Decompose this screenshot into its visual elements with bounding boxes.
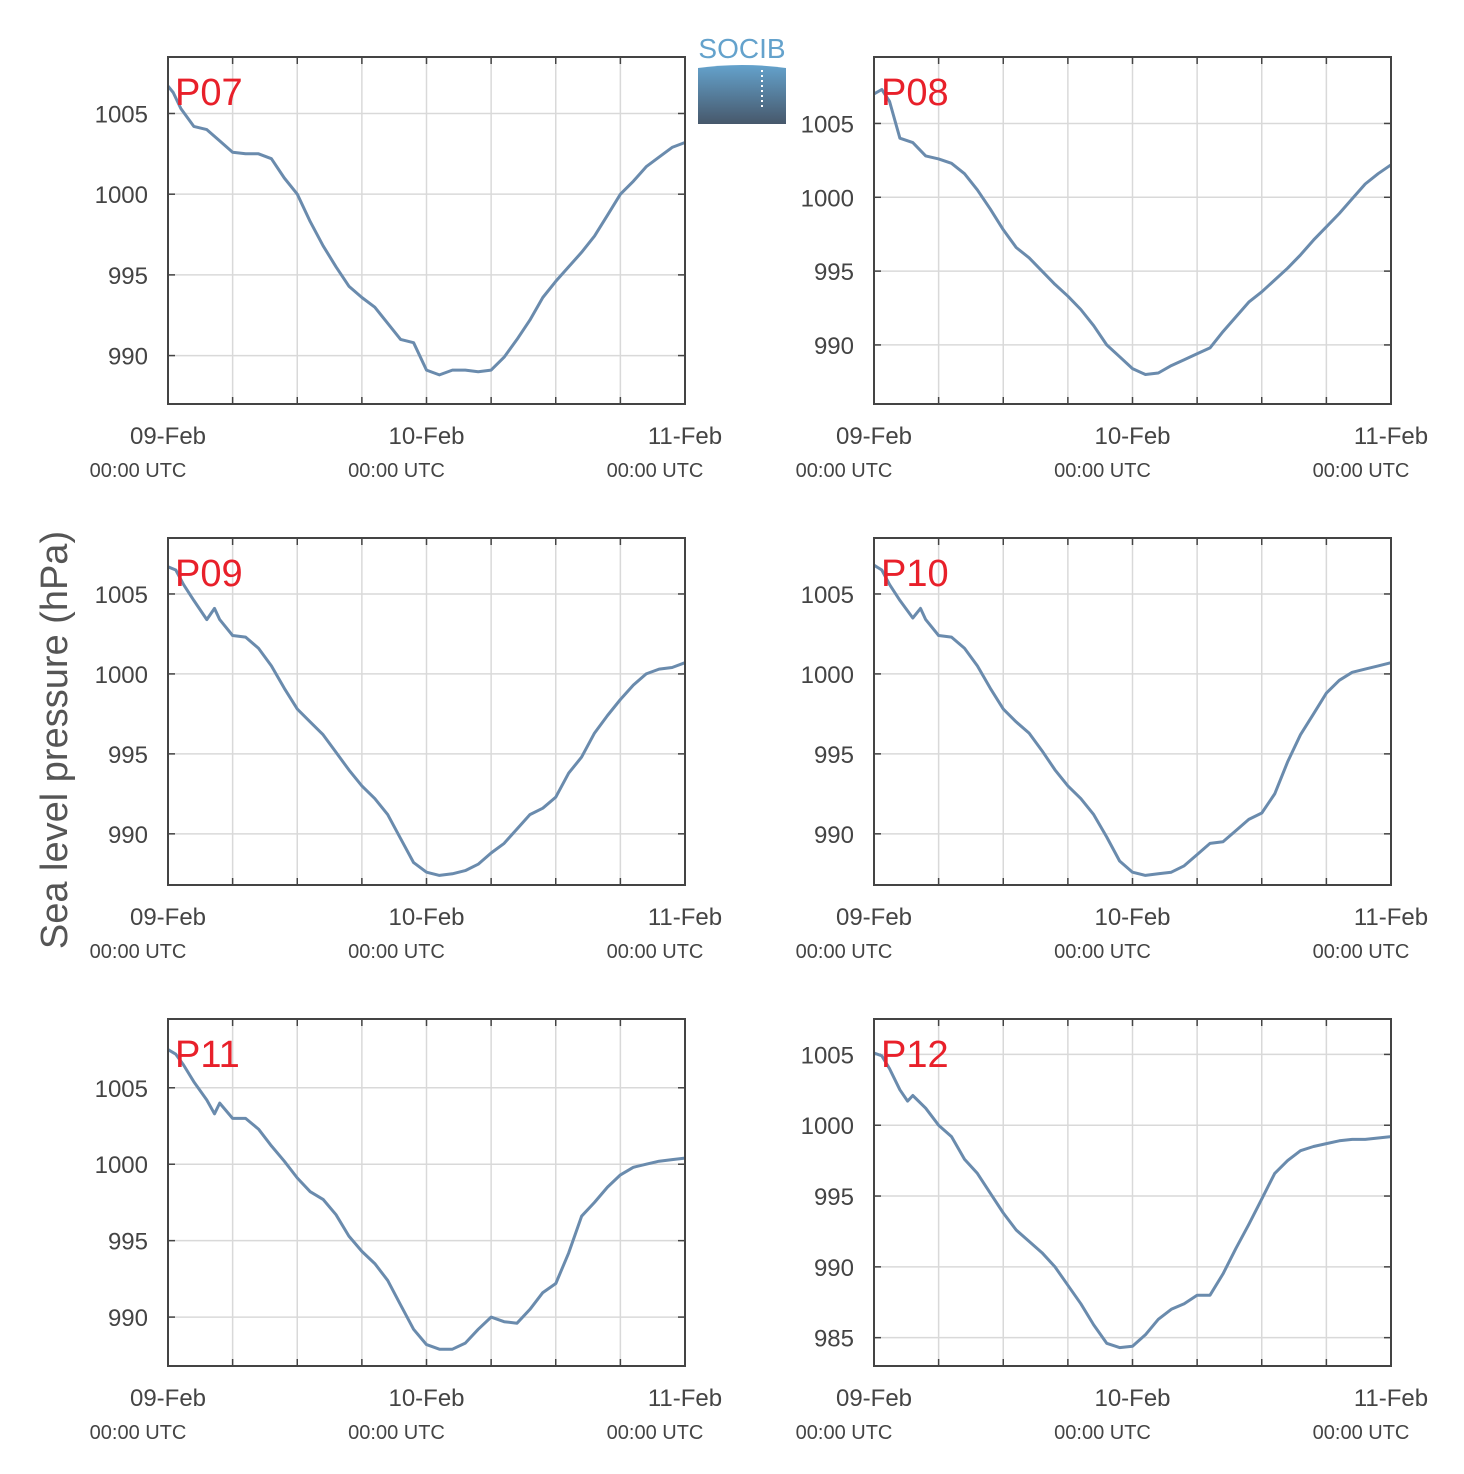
x-tick-label: 11-Feb: [1354, 423, 1428, 450]
x-tick-label: 10-Feb: [388, 904, 464, 931]
series-line: [167, 565, 686, 877]
x-tick-sublabel: 00:00 UTC: [1313, 1422, 1410, 1444]
x-tick-label: 11-Feb: [1354, 1385, 1428, 1412]
y-tick-label: 990: [814, 333, 854, 360]
x-tick-sublabel: 00:00 UTC: [607, 1422, 704, 1444]
x-tick-sublabel: 00:00 UTC: [90, 460, 187, 482]
y-tick-label: 1000: [801, 1113, 854, 1140]
panel-p11: 990 995 1000 1005 09-Feb 00:00 UTC 10-Feb 00:00…: [90, 1018, 722, 1444]
axes-frame: [873, 1018, 1392, 1367]
panel-p10: 990 995 1000 1005 09-Feb 00:00 UTC 10-Feb 00:00…: [796, 537, 1428, 963]
y-tick-label: 1005: [95, 582, 148, 609]
y-tick-label: 990: [108, 344, 148, 371]
x-tick-sublabel: 00:00 UTC: [607, 460, 704, 482]
x-tick-sublabel: 00:00 UTC: [90, 1422, 187, 1444]
axes-frame: [167, 1018, 686, 1367]
x-tick-label: 09-Feb: [836, 1385, 912, 1412]
x-tick-sublabel: 00:00 UTC: [607, 941, 704, 963]
x-tick-sublabel: 00:00 UTC: [1313, 460, 1410, 482]
y-tick-label: 1000: [801, 662, 854, 689]
x-tick-sublabel: 00:00 UTC: [90, 941, 187, 963]
series-line: [166, 85, 686, 377]
y-tick-label: 1005: [95, 101, 148, 128]
x-tick-label: 10-Feb: [1094, 1385, 1170, 1412]
socib-logo: SOCIB: [698, 33, 786, 124]
y-tick-label: 1005: [95, 1076, 148, 1103]
axes-frame: [167, 537, 686, 886]
y-tick-label: 1000: [801, 185, 854, 212]
x-tick-label: 09-Feb: [130, 904, 206, 931]
series-line: [873, 563, 1392, 877]
series-line: [873, 88, 1392, 376]
x-tick-label: 09-Feb: [130, 423, 206, 450]
y-tick-label: 1000: [95, 1152, 148, 1179]
x-tick-label: 11-Feb: [1354, 904, 1428, 931]
socib-logo-text: SOCIB: [698, 33, 785, 64]
y-tick-label: 995: [108, 263, 148, 290]
y-tick-label: 1000: [95, 182, 148, 209]
series-line: [873, 1051, 1392, 1350]
x-tick-sublabel: 00:00 UTC: [348, 941, 445, 963]
panel-p07: 990 995 1000 1005 09-Feb 00:00 UTC 10-Feb 00:00…: [90, 56, 722, 482]
x-tick-sublabel: 00:00 UTC: [1054, 460, 1151, 482]
panel-title: P07: [175, 72, 243, 114]
axes-frame: [873, 56, 1392, 405]
panel-p12: 985 990 995 1000 1005 09-Feb 00:00 UTC 10-Feb 00…: [796, 1018, 1428, 1444]
y-tick-label: 990: [814, 1255, 854, 1282]
y-tick-label: 995: [108, 742, 148, 769]
y-tick-label: 995: [108, 1229, 148, 1256]
panels: 990 995 1000 1005 09-Feb 00:00 UTC 10-Feb 00:00…: [90, 56, 1428, 1444]
x-tick-sublabel: 00:00 UTC: [796, 941, 893, 963]
axes-frame: [167, 56, 686, 405]
x-tick-label: 11-Feb: [648, 1385, 722, 1412]
x-tick-label: 11-Feb: [648, 904, 722, 931]
panel-p09: 990 995 1000 1005 09-Feb 00:00 UTC 10-Feb 00:00…: [90, 537, 722, 963]
y-tick-label: 1000: [95, 662, 148, 689]
panel-title: P08: [881, 72, 949, 114]
panel-p08: 990 995 1000 1005 09-Feb 00:00 UTC 10-Feb 00:00…: [796, 56, 1428, 482]
y-tick-label: 990: [108, 822, 148, 849]
panel-title: P12: [881, 1034, 949, 1076]
x-tick-label: 11-Feb: [648, 423, 722, 450]
y-tick-label: 990: [108, 1305, 148, 1332]
x-tick-sublabel: 00:00 UTC: [1054, 941, 1151, 963]
x-tick-sublabel: 00:00 UTC: [348, 460, 445, 482]
y-tick-label: 1005: [801, 1042, 854, 1069]
y-tick-label: 995: [814, 1184, 854, 1211]
x-tick-label: 09-Feb: [836, 423, 912, 450]
y-tick-label: 985: [814, 1326, 854, 1353]
y-tick-label: 995: [814, 742, 854, 769]
x-tick-sublabel: 00:00 UTC: [1054, 1422, 1151, 1444]
x-tick-label: 10-Feb: [388, 1385, 464, 1412]
x-tick-label: 09-Feb: [836, 904, 912, 931]
x-tick-label: 10-Feb: [1094, 904, 1170, 931]
x-tick-sublabel: 00:00 UTC: [796, 1422, 893, 1444]
y-tick-label: 1005: [801, 582, 854, 609]
panel-title: P09: [175, 553, 243, 595]
panel-title: P11: [175, 1034, 240, 1076]
x-tick-sublabel: 00:00 UTC: [348, 1422, 445, 1444]
socib-logo-wave-icon: [698, 65, 786, 124]
series-line: [167, 1048, 686, 1351]
x-tick-sublabel: 00:00 UTC: [1313, 941, 1410, 963]
y-tick-label: 990: [814, 822, 854, 849]
y-tick-label: 995: [814, 259, 854, 286]
x-tick-sublabel: 00:00 UTC: [796, 460, 893, 482]
axes-frame: [873, 537, 1392, 886]
x-tick-label: 09-Feb: [130, 1385, 206, 1412]
panel-title: P10: [881, 553, 949, 595]
y-axis-label: Sea level pressure (hPa): [34, 531, 76, 949]
y-tick-label: 1005: [801, 111, 854, 138]
x-tick-label: 10-Feb: [1094, 423, 1170, 450]
x-tick-label: 10-Feb: [388, 423, 464, 450]
